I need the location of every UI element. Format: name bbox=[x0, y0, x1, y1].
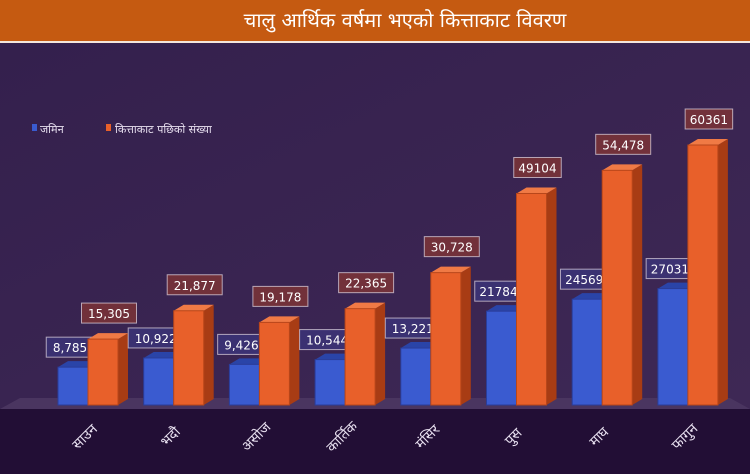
category-label: कार्तिक bbox=[323, 418, 361, 456]
bar-top-plots bbox=[345, 302, 386, 309]
legend-label-land: जमिन bbox=[40, 123, 65, 136]
chart-title-bar: चालु आर्थिक वर्षमा भएको कित्ताकाट विवरण bbox=[0, 0, 750, 43]
bar-side-plots bbox=[717, 139, 728, 405]
legend: जमिन कित्ताकाट पछिको संख्या bbox=[32, 123, 212, 136]
bar-plots bbox=[687, 144, 719, 406]
bar-side-plots bbox=[118, 333, 128, 405]
data-label: 10,922 bbox=[135, 332, 177, 346]
data-label: 15,305 bbox=[88, 307, 130, 321]
data-label: 24569 bbox=[565, 273, 603, 287]
legend-swatch-plots bbox=[106, 124, 111, 131]
category-label: भदौ bbox=[157, 423, 184, 450]
data-label: 60361 bbox=[690, 113, 728, 127]
bar-land bbox=[57, 366, 89, 406]
bar-top-land bbox=[657, 282, 688, 289]
bar-side-plots bbox=[203, 304, 214, 405]
data-label-box bbox=[81, 302, 137, 324]
data-label-box bbox=[166, 274, 223, 296]
bar-top-plots bbox=[88, 333, 128, 340]
bar-top-plots bbox=[602, 164, 643, 171]
bar-side-plots bbox=[375, 302, 386, 405]
bar-land bbox=[657, 288, 689, 406]
bar-plots bbox=[87, 338, 119, 406]
bar-plots bbox=[601, 169, 633, 406]
bar-top-land bbox=[572, 293, 603, 300]
category-label: मंसिर bbox=[412, 421, 443, 452]
data-label-box bbox=[684, 108, 734, 130]
bar-top-plots bbox=[173, 304, 214, 311]
category-label: पुस bbox=[502, 425, 526, 449]
data-label: 54,478 bbox=[602, 138, 644, 152]
bar-side-plots bbox=[460, 266, 471, 405]
data-label: 49104 bbox=[518, 161, 556, 175]
data-label: 8,785 bbox=[53, 341, 87, 355]
bar-land bbox=[400, 347, 432, 406]
data-label: 21,877 bbox=[174, 279, 216, 293]
data-label-box bbox=[423, 236, 480, 258]
data-label-box bbox=[338, 272, 395, 294]
bar-top-plots bbox=[259, 316, 300, 323]
bar-plots bbox=[516, 192, 547, 406]
bar-land bbox=[228, 363, 260, 406]
legend-label-plots: कित्ताकाट पछिको संख्या bbox=[115, 123, 212, 136]
bar-plots bbox=[430, 272, 462, 406]
bar-plots bbox=[344, 308, 376, 406]
data-label: 13,221 bbox=[392, 322, 434, 336]
category-label: असोज bbox=[238, 418, 275, 455]
bar-land bbox=[486, 310, 517, 406]
data-label: 27031 bbox=[651, 263, 689, 277]
bar-top-plots bbox=[687, 139, 728, 145]
data-label: 9,426 bbox=[224, 338, 258, 352]
bar-top-plots bbox=[516, 187, 557, 194]
data-label: 21784 bbox=[479, 285, 517, 299]
bar-top-land bbox=[315, 353, 346, 360]
legend-swatch-land bbox=[32, 124, 37, 131]
category-label: माघ bbox=[587, 424, 613, 450]
bar-chart: जमिन कित्ताकाट पछिको संख्या 8,785 15,305 स… bbox=[0, 43, 750, 456]
bar-land bbox=[143, 357, 175, 406]
bar-land bbox=[314, 359, 346, 406]
bar-side-plots bbox=[632, 164, 643, 405]
chart-title: चालु आर्थिक वर्षमा भएको कित्ताकाट विवरण bbox=[243, 8, 567, 32]
data-label-box bbox=[513, 156, 562, 178]
bar-top-plots bbox=[430, 266, 471, 273]
data-label: 22,365 bbox=[345, 277, 387, 291]
bar-side-plots bbox=[546, 187, 557, 405]
data-label-box bbox=[252, 285, 309, 307]
data-label: 10,544 bbox=[306, 334, 348, 348]
data-label: 30,728 bbox=[431, 241, 473, 255]
bar-plots bbox=[173, 310, 205, 406]
category-label: साउन bbox=[69, 421, 101, 453]
bar-land bbox=[571, 298, 603, 406]
bar-side-plots bbox=[289, 316, 300, 405]
data-label-box bbox=[595, 133, 652, 155]
data-label: 19,178 bbox=[259, 290, 301, 304]
category-label: फागुन bbox=[669, 421, 702, 454]
bar-top-land bbox=[229, 358, 260, 365]
bar-top-land bbox=[486, 305, 517, 312]
bar-top-land bbox=[143, 351, 174, 358]
bar-top-land bbox=[400, 342, 431, 349]
bar-plots bbox=[258, 321, 290, 406]
bar-top-land bbox=[58, 361, 88, 368]
